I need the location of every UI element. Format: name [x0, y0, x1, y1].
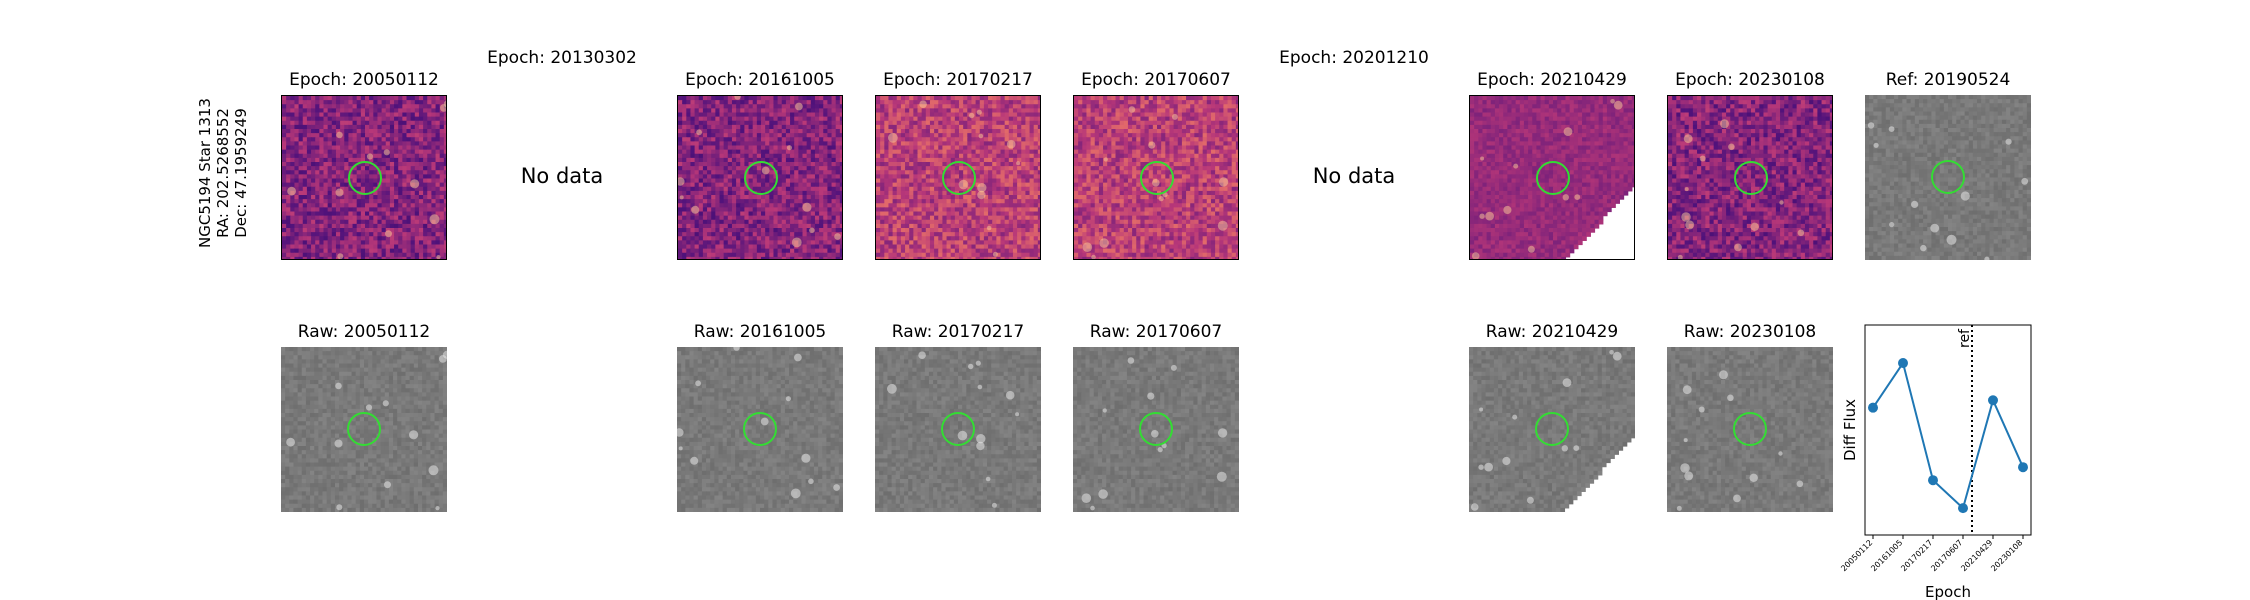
raw-image-20161005 — [677, 347, 843, 512]
light-curve-chart: ref2005011220161005201702172017060720210… — [1839, 324, 2032, 600]
raw-image-20210429 — [1469, 347, 1635, 512]
aperture-circle — [941, 412, 975, 446]
data-point — [1928, 475, 1938, 486]
aperture-circle — [744, 161, 778, 195]
diff-image-20050112 — [281, 95, 447, 260]
x-tick-label: 20230108 — [1989, 538, 2024, 573]
data-point — [2018, 462, 2028, 473]
aperture-circle — [1535, 412, 1569, 446]
diff-image-20170217 — [875, 95, 1041, 260]
top-title-7: Epoch: 20230108 — [1675, 70, 1825, 90]
aperture-circle — [348, 161, 382, 195]
x-axis-label: Epoch — [1925, 583, 1971, 600]
raw-title-4: Raw: 20210429 — [1486, 322, 1619, 342]
top-title-8: Ref: 20190524 — [1886, 70, 2011, 90]
raw-image-20170217 — [875, 347, 1041, 512]
chart-frame — [1864, 324, 2032, 536]
no-data-20201210: No data — [1313, 164, 1396, 188]
aperture-circle — [347, 412, 381, 446]
aperture-circle — [1734, 161, 1768, 195]
aperture-circle — [1733, 412, 1767, 446]
raw-title-5: Raw: 20230108 — [1684, 322, 1817, 342]
data-point — [1958, 503, 1968, 514]
star-info-label: NGC5194 Star 1313 RA: 202.5268552 Dec: 4… — [196, 98, 250, 248]
ref-label: ref — [1957, 328, 1973, 348]
top-title-5: Epoch: 20201210 — [1279, 48, 1429, 68]
aperture-circle — [1931, 160, 1965, 194]
top-title-6: Epoch: 20210429 — [1477, 70, 1627, 90]
aperture-circle — [1139, 412, 1173, 446]
y-axis-label: Diff Flux — [1841, 399, 1859, 461]
diff-image-20210429 — [1469, 95, 1635, 260]
ref-image-20190524 — [1865, 95, 2031, 260]
diff-image-20161005 — [677, 95, 843, 260]
raw-image-20170607 — [1073, 347, 1239, 512]
aperture-circle — [743, 412, 777, 446]
raw-title-1: Raw: 20161005 — [694, 322, 827, 342]
data-point — [1988, 395, 1998, 406]
data-point — [1868, 402, 1878, 413]
star-ra: RA: 202.5268552 — [214, 98, 232, 248]
raw-image-20230108 — [1667, 347, 1833, 512]
top-title-3: Epoch: 20170217 — [883, 70, 1033, 90]
raw-title-2: Raw: 20170217 — [892, 322, 1025, 342]
data-point — [1898, 358, 1908, 369]
series-line — [1872, 360, 2024, 510]
diff-image-20230108 — [1667, 95, 1833, 260]
star-name: NGC5194 Star 1313 — [196, 98, 214, 248]
aperture-circle — [1536, 161, 1570, 195]
no-data-20130302: No data — [521, 164, 604, 188]
diff-image-20170607 — [1073, 95, 1239, 260]
top-title-0: Epoch: 20050112 — [289, 70, 439, 90]
aperture-circle — [942, 161, 976, 195]
top-title-2: Epoch: 20161005 — [685, 70, 835, 90]
top-title-1: Epoch: 20130302 — [487, 48, 637, 68]
star-dec: Dec: 47.1959249 — [232, 98, 250, 248]
aperture-circle — [1140, 161, 1174, 195]
raw-image-20050112 — [281, 347, 447, 512]
raw-title-3: Raw: 20170607 — [1090, 322, 1223, 342]
raw-title-0: Raw: 20050112 — [298, 322, 431, 342]
top-title-4: Epoch: 20170607 — [1081, 70, 1231, 90]
